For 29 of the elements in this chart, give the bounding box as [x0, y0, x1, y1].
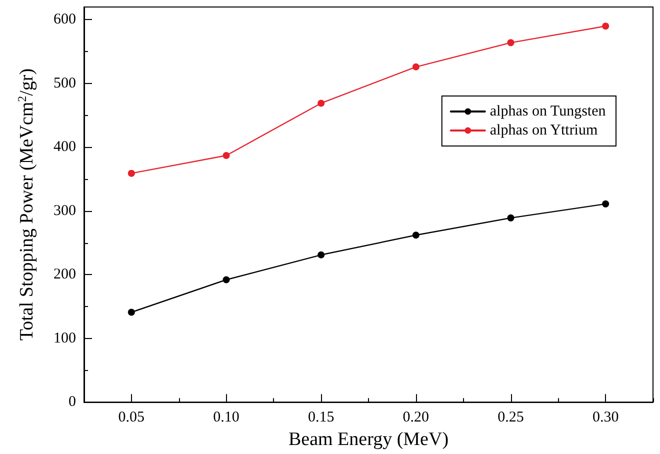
legend-label: alphas on Yttrium: [490, 122, 598, 138]
point: [222, 276, 230, 284]
point: [507, 39, 514, 46]
x-tick-label: 0.05: [118, 410, 145, 426]
y-tick-label: 600: [54, 12, 76, 28]
y-tick-label: 0: [68, 394, 76, 410]
y-tick-label: 500: [54, 75, 76, 92]
x-axis-title: Beam Energy (MeV): [288, 429, 449, 450]
x-tick-label: 0.15: [308, 410, 334, 426]
legend-label: alphas on Tungsten: [490, 104, 606, 120]
point: [412, 232, 420, 239]
x-tick-label: 0.20: [402, 410, 430, 426]
point: [128, 308, 135, 316]
point: [507, 214, 514, 222]
point: [128, 170, 135, 177]
x-tick-label: 0.10: [213, 410, 240, 426]
y-tick-label: 300: [54, 202, 76, 219]
point: [318, 100, 325, 107]
point: [602, 200, 610, 208]
point: [602, 22, 610, 30]
x-tick-label: 0.25: [498, 410, 524, 426]
y-tick-label: 400: [54, 139, 76, 156]
y-axis-title: Total Stopping Power (MeVcm2/gr): [15, 68, 38, 341]
point: [222, 152, 230, 159]
x-tick-label: 0.30: [592, 410, 619, 426]
point: [318, 251, 325, 258]
y-tick-label: 100: [54, 330, 76, 346]
point: [412, 63, 420, 70]
y-tick-label: 200: [54, 266, 76, 283]
